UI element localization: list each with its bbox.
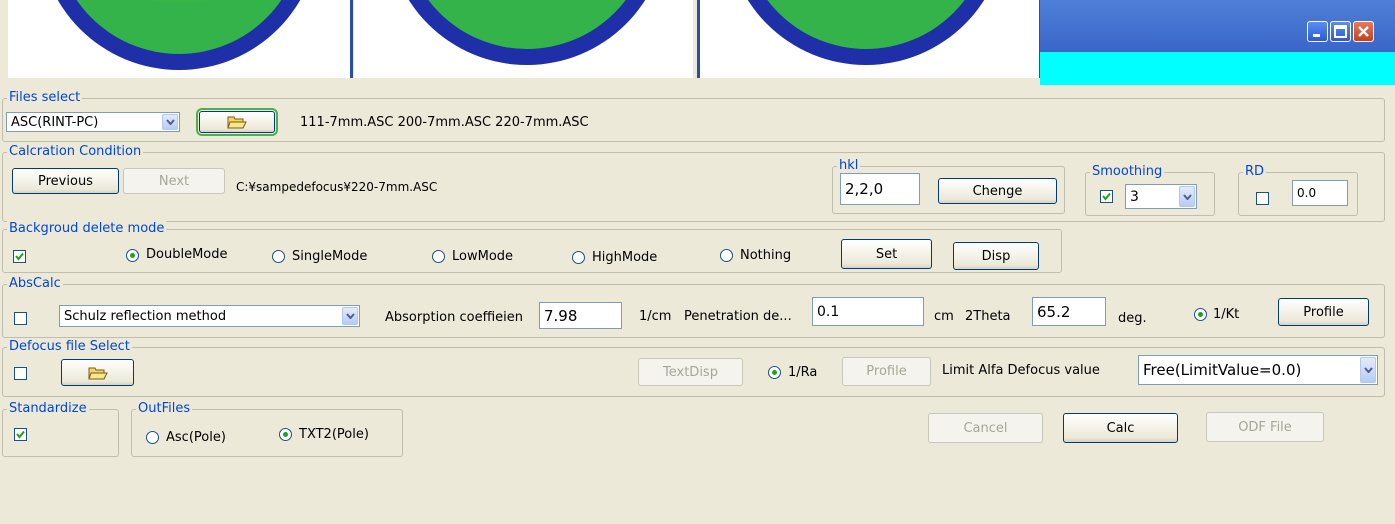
radio-nothing-mode[interactable] bbox=[720, 249, 733, 262]
odf-file-button[interactable]: ODF File bbox=[1206, 412, 1324, 442]
checkmark-icon bbox=[16, 430, 25, 439]
defocus-legend: Defocus file Select bbox=[7, 339, 132, 355]
rd-legend: RD bbox=[1243, 164, 1267, 180]
open-files-button[interactable] bbox=[196, 108, 278, 136]
file-format-value: ASC(RINT-PC) bbox=[11, 114, 99, 130]
file-format-select[interactable]: ASC(RINT-PC) bbox=[6, 112, 180, 132]
pole-figure-thumbnail-1[interactable] bbox=[8, 0, 353, 78]
radio-txt2-pole[interactable] bbox=[279, 428, 292, 441]
selected-files-text: 111-7mm.ASC 200-7mm.ASC 220-7mm.ASC bbox=[300, 115, 589, 130]
two-theta-label: 2Theta bbox=[965, 309, 1011, 324]
set-button[interactable]: Set bbox=[841, 239, 932, 269]
smoothing-value: 3 bbox=[1130, 188, 1139, 205]
radio-single-mode-label: SingleMode bbox=[292, 249, 368, 264]
textdisp-button[interactable]: TextDisp bbox=[638, 358, 743, 386]
hkl-input[interactable]: 2,2,0 bbox=[840, 173, 920, 205]
abscalc-legend: AbsCalc bbox=[7, 276, 63, 292]
radio-single-mode[interactable] bbox=[272, 250, 285, 263]
calc-button[interactable]: Calc bbox=[1063, 413, 1178, 443]
radio-1-ra[interactable] bbox=[768, 366, 781, 379]
radio-low-mode[interactable] bbox=[432, 250, 445, 263]
abscalc-group: AbsCalc bbox=[2, 276, 1385, 338]
defocus-checkbox[interactable] bbox=[14, 367, 27, 380]
absorption-label: Absorption coeffieien bbox=[385, 310, 524, 325]
pole-figure-thumbnail-3[interactable] bbox=[697, 0, 1042, 78]
checkmark-icon bbox=[1102, 192, 1111, 201]
checkmark-icon bbox=[15, 252, 24, 261]
change-hkl-button[interactable]: Chenge bbox=[938, 178, 1057, 204]
penetration-label: Penetration de... bbox=[684, 309, 792, 324]
two-theta-unit: deg. bbox=[1118, 311, 1147, 326]
background-delete-legend: Backgroud delete mode bbox=[7, 221, 167, 237]
minimize-button[interactable] bbox=[1307, 21, 1328, 42]
chevron-down-icon bbox=[342, 307, 358, 325]
hkl-legend: hkl bbox=[837, 158, 861, 174]
radio-double-mode-label: DoubleMode bbox=[146, 247, 228, 262]
limit-alfa-value: Free(LimitValue=0.0) bbox=[1143, 361, 1302, 379]
rd-group: RD bbox=[1238, 164, 1358, 216]
background-delete-checkbox[interactable] bbox=[13, 250, 26, 263]
radio-asc-pole[interactable] bbox=[146, 431, 159, 444]
smoothing-group: Smoothing bbox=[1085, 164, 1215, 216]
pole-figure-thumbnail-2[interactable] bbox=[354, 0, 693, 78]
defocus-group: Defocus file Select bbox=[2, 339, 1385, 397]
standardize-checkbox[interactable] bbox=[14, 428, 27, 441]
radio-1-kt[interactable] bbox=[1194, 308, 1207, 321]
two-theta-input[interactable]: 65.2 bbox=[1032, 297, 1106, 326]
chevron-down-icon bbox=[1179, 186, 1195, 207]
smoothing-legend: Smoothing bbox=[1090, 164, 1165, 180]
absorption-input[interactable]: 7.98 bbox=[539, 302, 622, 329]
radio-1-ra-label: 1/Ra bbox=[788, 365, 818, 380]
current-file-path: C:¥sampedefocus¥220-7mm.ASC bbox=[236, 180, 438, 194]
background-delete-group: Backgroud delete mode bbox=[2, 221, 1062, 273]
files-select-group: Files select bbox=[2, 90, 1385, 142]
previous-button[interactable]: Previous bbox=[12, 168, 119, 194]
radio-txt2-pole-label: TXT2(Pole) bbox=[299, 427, 369, 442]
smoothing-checkbox[interactable] bbox=[1100, 190, 1113, 203]
rd-input[interactable]: 0.0 bbox=[1292, 180, 1348, 206]
calc-condition-legend: Calcration Condition bbox=[7, 144, 144, 160]
minimize-icon bbox=[1313, 34, 1320, 37]
penetration-unit: cm bbox=[934, 309, 954, 324]
open-folder-icon bbox=[227, 116, 247, 129]
chevron-down-icon bbox=[1360, 357, 1376, 383]
standardize-legend: Standardize bbox=[7, 401, 89, 417]
radio-high-mode[interactable] bbox=[572, 251, 585, 264]
penetration-input[interactable]: 0.1 bbox=[812, 297, 924, 326]
abs-method-select[interactable]: Schulz reflection method bbox=[59, 305, 360, 327]
radio-high-mode-label: HighMode bbox=[592, 250, 658, 265]
defocus-profile-button[interactable]: Profile bbox=[842, 357, 931, 386]
abs-profile-button[interactable]: Profile bbox=[1278, 298, 1369, 326]
close-window-button[interactable] bbox=[1353, 21, 1374, 42]
files-select-legend: Files select bbox=[7, 90, 83, 106]
abscalc-checkbox[interactable] bbox=[14, 312, 27, 325]
close-icon bbox=[1358, 26, 1369, 37]
maximize-button[interactable] bbox=[1330, 21, 1351, 42]
cyan-panel bbox=[1040, 52, 1395, 85]
maximize-icon bbox=[1334, 25, 1347, 38]
standardize-group: Standardize bbox=[2, 401, 119, 457]
open-defocus-file-button[interactable] bbox=[61, 359, 134, 386]
outfiles-legend: OutFiles bbox=[136, 401, 193, 417]
open-folder-icon bbox=[87, 367, 108, 379]
radio-nothing-mode-label: Nothing bbox=[740, 248, 792, 263]
next-button[interactable]: Next bbox=[123, 168, 225, 194]
cancel-button[interactable]: Cancel bbox=[928, 413, 1043, 443]
radio-low-mode-label: LowMode bbox=[452, 249, 514, 264]
hkl-group: hkl bbox=[832, 158, 1065, 214]
calc-condition-group: Calcration Condition bbox=[2, 144, 1385, 222]
disp-button[interactable]: Disp bbox=[953, 242, 1039, 270]
radio-asc-pole-label: Asc(Pole) bbox=[166, 430, 226, 445]
rd-checkbox[interactable] bbox=[1256, 192, 1269, 205]
absorption-unit: 1/cm bbox=[639, 309, 672, 324]
limit-alfa-select[interactable]: Free(LimitValue=0.0) bbox=[1138, 355, 1378, 385]
outfiles-group: OutFiles bbox=[131, 401, 403, 457]
chevron-down-icon bbox=[162, 114, 178, 130]
radio-1-kt-label: 1/Kt bbox=[1213, 307, 1240, 322]
limit-alfa-label: Limit Alfa Defocus value bbox=[942, 363, 1100, 378]
radio-double-mode[interactable] bbox=[126, 249, 139, 262]
abs-method-value: Schulz reflection method bbox=[64, 308, 227, 324]
smoothing-select[interactable]: 3 bbox=[1125, 184, 1197, 209]
